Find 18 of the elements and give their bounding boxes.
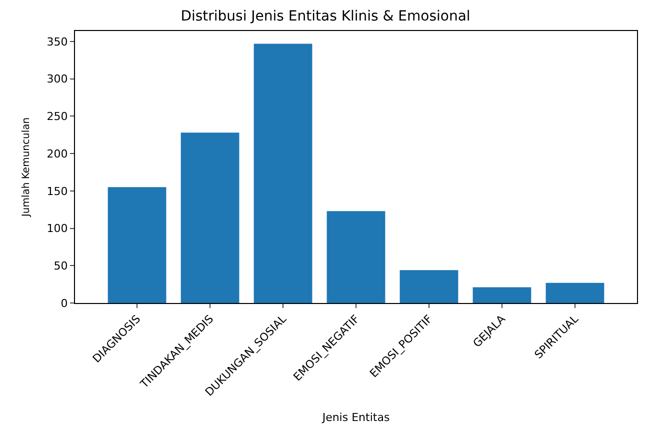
y-tick-label: 350 bbox=[46, 35, 68, 48]
x-axis-title: Jenis Entitas bbox=[321, 411, 390, 424]
bar bbox=[472, 287, 532, 303]
y-tick-label: 300 bbox=[46, 72, 68, 86]
y-tick-label: 250 bbox=[46, 110, 68, 124]
y-tick-label: 200 bbox=[46, 147, 68, 160]
bar bbox=[180, 132, 240, 303]
bar bbox=[326, 211, 386, 303]
y-tick-label: 50 bbox=[54, 259, 68, 272]
bar bbox=[546, 282, 604, 303]
y-tick-label: 0 bbox=[60, 296, 68, 310]
chart-title: Distribusi Jenis Entitas Klinis & Emosional bbox=[180, 8, 470, 25]
bar bbox=[108, 187, 166, 303]
bar bbox=[400, 270, 458, 303]
bar bbox=[254, 44, 312, 303]
y-tick-label: 150 bbox=[46, 184, 68, 198]
y-axis-title: Jumlah Kemunculan bbox=[20, 117, 32, 218]
y-tick-label: 100 bbox=[46, 222, 68, 236]
